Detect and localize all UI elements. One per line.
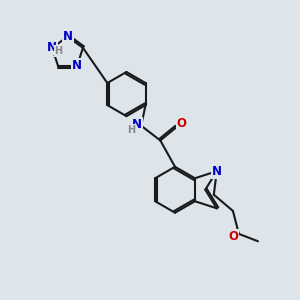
Text: O: O: [228, 230, 238, 243]
Text: N: N: [47, 41, 57, 54]
Text: O: O: [177, 117, 187, 130]
Text: N: N: [63, 30, 73, 43]
Text: N: N: [72, 59, 82, 72]
Text: H: H: [55, 46, 63, 56]
Text: N: N: [132, 118, 142, 131]
Text: H: H: [127, 125, 135, 135]
Text: N: N: [212, 165, 222, 178]
